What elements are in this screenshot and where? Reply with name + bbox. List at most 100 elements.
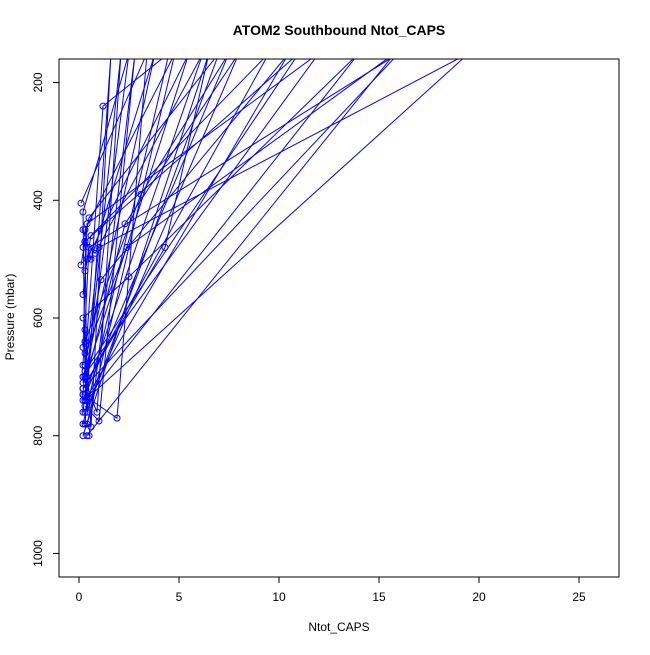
data-point-4-2 [95,243,103,251]
data-point-22-2 [91,249,99,257]
data-point-9-1 [81,338,89,345]
data-point-19-2 [85,214,93,222]
series-line-18 [82,59,267,389]
series-layer [80,59,464,437]
data-point-19-1 [79,243,87,251]
data-point-14-4 [85,432,93,440]
data-point-14-3 [132,50,138,56]
x-tick-label: 15 [372,590,386,604]
data-point-3-1 [79,361,87,369]
y-tick-label: 800 [31,425,45,445]
data-point-16-3 [108,50,114,56]
x-axis-label: Ntot_CAPS [308,620,369,634]
series-line-6 [82,59,169,425]
data-point-12-3 [286,50,292,56]
data-point-16-2 [87,423,95,431]
data-point-19-3 [216,50,222,56]
points-layer [77,50,472,440]
series-line-20 [80,59,296,372]
y-tick-label: 1000 [31,540,45,567]
data-point-22-4 [81,391,89,398]
y-tick-label: 400 [31,190,45,210]
data-point-7-4 [83,432,91,440]
data-point-8-2 [121,220,129,228]
data-point-20-1 [77,261,85,269]
data-point-18-3 [266,50,272,56]
data-point-6-4 [79,420,87,428]
data-point-8-1 [83,373,91,381]
x-tick-label: 5 [176,590,183,604]
y-axis: 200 400 600 800 1000 [31,72,60,567]
data-point-21-4 [79,379,87,387]
data-point-2-1 [83,396,91,404]
data-point-5-2 [83,220,91,228]
x-tick-label: 10 [272,590,286,604]
data-point-17-3 [186,50,192,56]
data-point-20-3 [296,50,302,56]
data-point-13-2 [113,414,121,422]
data-point-14-1 [81,402,89,410]
data-point-18-1 [81,267,89,275]
series-line-8 [84,59,238,413]
data-point-18-2 [87,232,95,240]
data-point-1-3 [126,50,132,56]
series-line-16 [84,59,112,427]
data-point-15-3 [118,50,124,56]
series-line-9 [82,59,228,401]
chart-title: ATOM2 Southbound Ntot_CAPS [233,22,446,38]
data-point-16-1 [81,326,89,334]
data-point-20-4 [81,367,89,375]
data-point-4-3 [466,50,472,56]
x-axis: 0 5 10 15 20 25 [76,576,586,604]
data-point-13-3 [144,50,150,56]
data-point-7-2 [123,243,131,251]
data-point-1-2 [79,208,87,216]
y-axis-label: Pressure (mbar) [3,274,17,361]
series-line-1 [82,59,129,395]
x-tick-label: 25 [572,590,586,604]
data-point-21-3 [152,50,158,56]
data-point-7-1 [81,349,89,357]
data-point-9-3 [226,50,232,56]
data-point-6-2 [99,102,107,110]
data-point-3-3 [396,50,402,56]
data-point-2-3 [172,50,178,56]
data-point-13-4 [77,199,85,207]
data-point-21-1 [79,226,87,234]
data-point-9-2 [137,190,145,198]
data-point-21-2 [87,255,95,263]
data-point-11-1 [79,314,87,322]
plot-frame [58,58,620,578]
data-point-17-2 [83,255,91,263]
data-point-11-2 [125,273,133,281]
y-tick-label: 200 [31,72,45,92]
data-point-15-2 [93,408,101,416]
series-line-4 [84,59,464,401]
data-point-6-3 [166,50,172,56]
series-line-22 [84,59,202,395]
data-point-17-1 [79,291,87,298]
series-line-3 [82,59,395,389]
data-point-11-3 [356,50,362,56]
data-point-5-3 [316,50,322,56]
data-point-10-3 [206,50,212,56]
x-tick-label: 0 [76,590,83,604]
data-point-22-1 [81,238,89,245]
data-point-19-4 [83,408,91,416]
data-point-8-3 [236,50,242,56]
data-point-14-2 [95,417,103,425]
data-point-10-2 [161,243,169,251]
data-point-5-1 [79,343,87,351]
y-tick-label: 600 [31,308,45,328]
data-point-2-2 [81,226,89,234]
data-point-7-3 [392,50,398,56]
series-line-15 [82,59,122,413]
x-tick-label: 20 [472,590,486,604]
series-line-5 [82,59,316,378]
series-line-10 [82,59,209,436]
data-point-16-4 [81,420,89,428]
data-point-15-4 [79,408,87,416]
data-point-12-2 [97,276,105,284]
